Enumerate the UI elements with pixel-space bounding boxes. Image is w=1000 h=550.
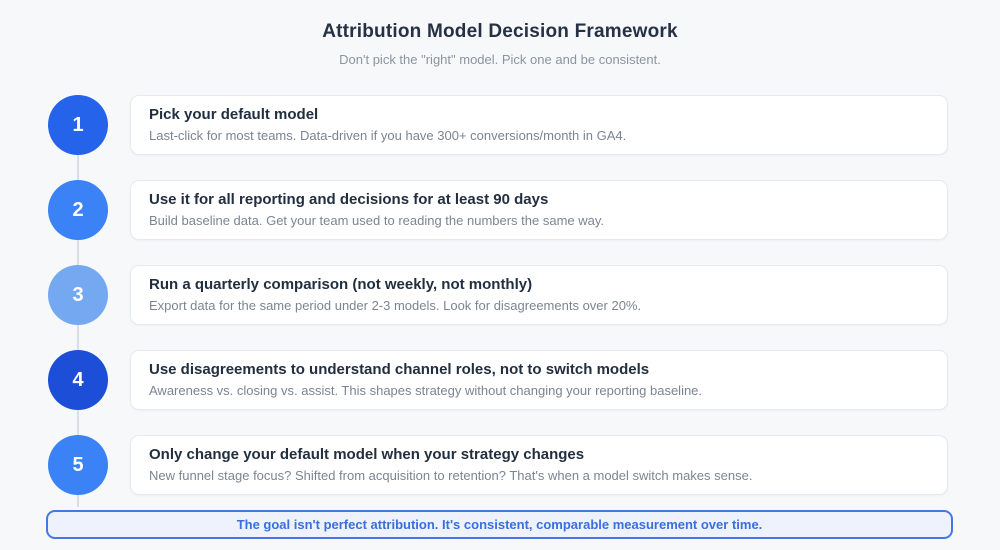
step-title: Only change your default model when your…: [149, 446, 585, 463]
step-title: Use disagreements to understand channel …: [149, 361, 650, 378]
goal-callout-text: The goal isn't perfect attribution. It's…: [236, 517, 763, 532]
goal-callout-banner: The goal isn't perfect attribution. It's…: [46, 510, 953, 539]
step-description: Awareness vs. closing vs. assist. This s…: [149, 382, 703, 398]
step-title: Run a quarterly comparison (not weekly, …: [149, 276, 533, 293]
step-card: Only change your default model when your…: [130, 435, 948, 495]
step-card: Run a quarterly comparison (not weekly, …: [130, 265, 948, 325]
step-row-3: 3 Run a quarterly comparison (not weekly…: [48, 265, 948, 325]
step-row-4: 4 Use disagreements to understand channe…: [48, 350, 948, 410]
step-number-badge: 5: [48, 435, 108, 495]
step-card: Use disagreements to understand channel …: [130, 350, 948, 410]
step-title: Use it for all reporting and decisions f…: [149, 191, 549, 208]
step-number-badge: 1: [48, 95, 108, 155]
step-description: Build baseline data. Get your team used …: [149, 212, 605, 228]
step-description: Export data for the same period under 2-…: [149, 297, 642, 313]
step-description: New funnel stage focus? Shifted from acq…: [149, 467, 753, 483]
step-row-2: 2 Use it for all reporting and decisions…: [48, 180, 948, 240]
step-number-badge: 2: [48, 180, 108, 240]
step-number-badge: 3: [48, 265, 108, 325]
step-row-1: 1 Pick your default model Last-click for…: [48, 95, 948, 155]
step-title: Pick your default model: [149, 106, 319, 123]
steps-list: 1 Pick your default model Last-click for…: [48, 95, 948, 520]
page-subtitle: Don't pick the "right" model. Pick one a…: [339, 52, 661, 67]
page-title: Attribution Model Decision Framework: [322, 21, 678, 42]
step-row-5: 5 Only change your default model when yo…: [48, 435, 948, 495]
step-card: Use it for all reporting and decisions f…: [130, 180, 948, 240]
step-card: Pick your default model Last-click for m…: [130, 95, 948, 155]
step-description: Last-click for most teams. Data-driven i…: [149, 127, 627, 143]
step-number-badge: 4: [48, 350, 108, 410]
page-header: Attribution Model Decision Framework Don…: [0, 0, 1000, 67]
